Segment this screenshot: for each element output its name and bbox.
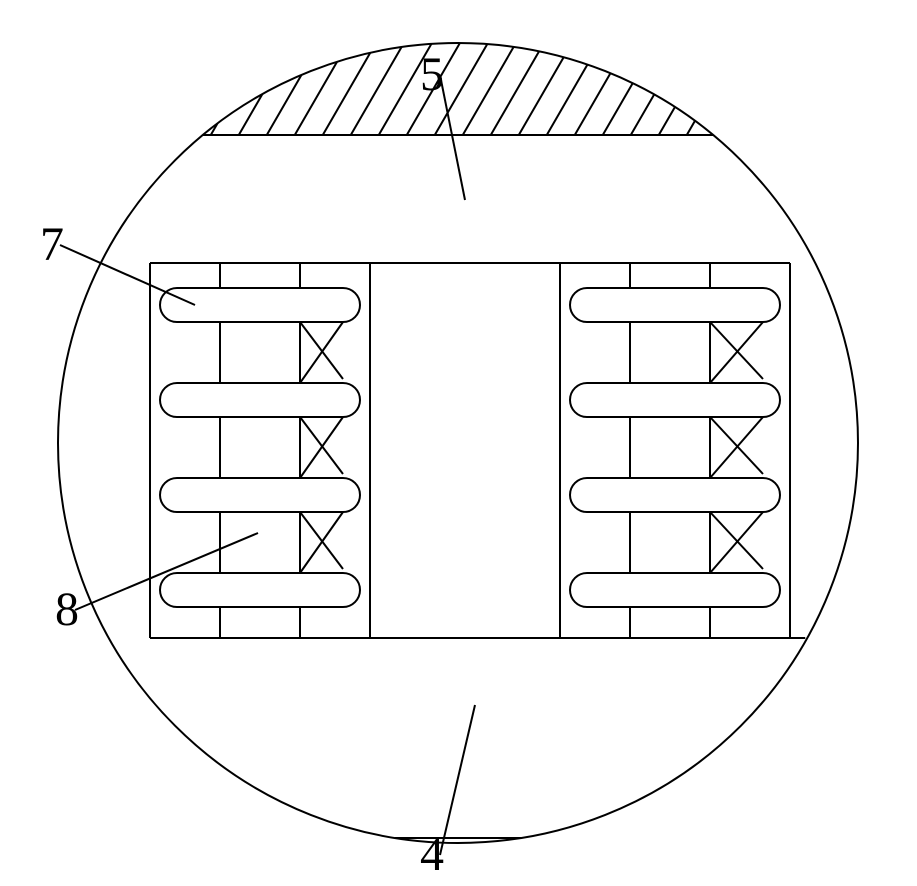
callout-label: 7 [40, 218, 64, 271]
engineering-diagram: 5 7 8 4 [0, 0, 917, 886]
callout-label: 5 [420, 48, 444, 101]
callout-label: 8 [55, 583, 79, 636]
callout-label: 4 [420, 828, 444, 881]
